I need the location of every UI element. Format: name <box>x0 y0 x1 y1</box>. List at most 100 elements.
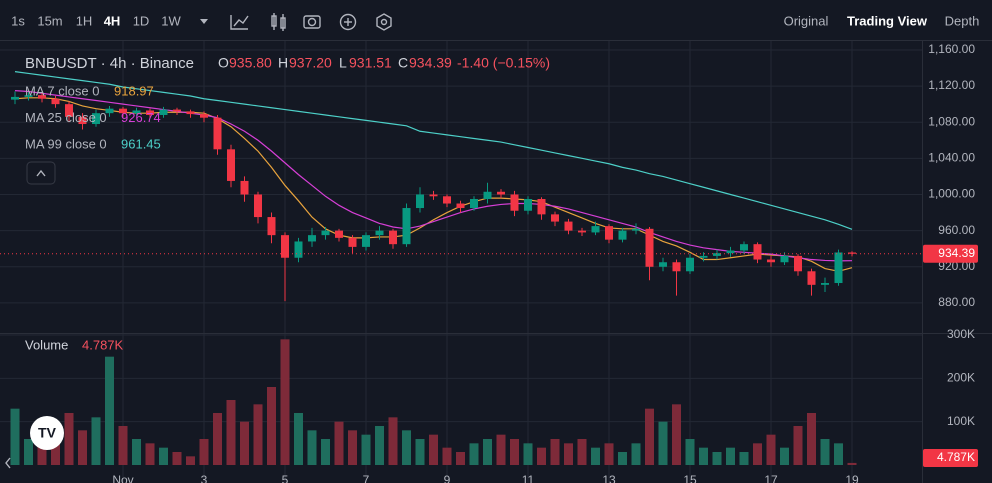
ohlc-key: O <box>218 55 229 71</box>
volume-bar <box>712 452 722 465</box>
candle-body <box>105 108 114 114</box>
volume-bar <box>429 434 438 465</box>
candle-body <box>672 262 681 272</box>
volume-bar <box>267 387 276 465</box>
candle-body <box>254 194 262 218</box>
volume-bar <box>483 439 492 465</box>
candle-body <box>537 199 546 215</box>
interval[interactable]: 1H <box>76 13 93 28</box>
volume-bar <box>739 452 749 465</box>
candle-body <box>281 235 289 258</box>
candle-body <box>591 226 600 233</box>
x-tick-label: 15 <box>683 473 697 483</box>
ohlc-key: H <box>278 55 288 71</box>
volume-bar <box>753 443 762 465</box>
interval-active[interactable]: 4H <box>104 13 121 28</box>
interval-dropdown[interactable] <box>200 19 208 24</box>
volume-bar <box>780 447 789 465</box>
volume-bar <box>132 439 141 465</box>
volume-last-label: 4.787K <box>937 450 975 464</box>
candle-type-icon[interactable] <box>271 13 286 31</box>
scroll-left[interactable] <box>5 457 11 469</box>
candle-body <box>618 230 627 240</box>
volume-bar <box>24 439 33 465</box>
volume-bar <box>766 434 776 465</box>
volume-bar <box>388 417 398 465</box>
ma-legend-name: MA 7 close 0 <box>25 83 99 98</box>
x-tick-label: 19 <box>845 473 859 483</box>
candle-body <box>605 226 613 240</box>
moving-average-line <box>14 89 853 262</box>
indicator-icon[interactable] <box>230 15 249 30</box>
candle-body <box>564 221 573 231</box>
candle-body <box>65 104 73 117</box>
view-tab[interactable]: Original <box>784 13 829 28</box>
candle-body <box>659 262 667 267</box>
ohlc-value: 935.80 <box>229 55 272 71</box>
candle-body <box>402 208 411 245</box>
candle-body <box>375 230 384 236</box>
candle-body <box>510 194 519 211</box>
candle-body <box>78 116 87 125</box>
collapse-button[interactable] <box>26 161 56 185</box>
candle-body <box>443 196 451 204</box>
candle-body <box>159 109 168 115</box>
ma-legend-value: 926.74 <box>121 110 161 125</box>
y-tick-label: 1,040.00 <box>928 151 975 165</box>
volume-bar <box>240 421 249 465</box>
candle-body <box>807 271 816 285</box>
ma-legend-value: 918.97 <box>114 83 154 98</box>
legend: BNBUSDT · 4h · Binance O 935.80 H 937.20… <box>25 55 550 353</box>
volume-bar <box>280 339 290 465</box>
interval[interactable]: 1W <box>161 13 181 28</box>
candle-body <box>497 191 505 195</box>
volume-title: Volume <box>25 337 68 352</box>
candle-body <box>753 244 762 260</box>
volume-value: 4.787K <box>82 337 124 352</box>
volume-bar <box>321 439 330 465</box>
interval[interactable]: 1D <box>133 13 150 28</box>
view-tab[interactable]: Depth <box>945 13 980 28</box>
view-tab-active[interactable]: Trading View <box>847 13 928 28</box>
candle-body <box>780 255 789 263</box>
volume-bar <box>685 439 695 465</box>
ohlc-key: L <box>339 55 347 71</box>
candle-body <box>483 191 492 200</box>
volume-bar <box>307 430 317 465</box>
candle-body <box>699 255 708 258</box>
volume-bar <box>64 413 74 465</box>
interval[interactable]: 1s <box>11 13 25 28</box>
candle-body <box>173 109 181 112</box>
volume-bar <box>469 443 479 465</box>
candle-body <box>308 235 316 242</box>
candle-body <box>456 203 465 209</box>
candle-body <box>321 230 330 236</box>
volume-bar <box>415 439 425 465</box>
add-icon[interactable] <box>339 13 357 31</box>
candle-body <box>186 111 195 115</box>
volume-bar <box>618 452 627 465</box>
candle-body <box>726 250 735 254</box>
candle-body <box>429 194 438 197</box>
tv-logo: TV <box>30 416 64 450</box>
screenshot-icon[interactable] <box>303 15 321 29</box>
volume-bar <box>375 426 384 465</box>
volume-bar <box>820 439 830 465</box>
volume-bar <box>645 408 654 465</box>
candle-body <box>348 237 357 247</box>
volume-bar <box>726 447 735 465</box>
volume-bar <box>672 404 681 465</box>
volume-bar <box>402 430 411 465</box>
y-tick-label: 300K <box>947 327 975 341</box>
volume-last-box <box>923 449 978 467</box>
candle-body <box>146 110 154 115</box>
candle-body <box>24 95 33 97</box>
candle-body <box>578 230 586 233</box>
candle-body <box>767 259 775 263</box>
settings-icon[interactable] <box>376 13 392 31</box>
y-tick-label: 100K <box>947 414 975 428</box>
interval[interactable]: 15m <box>37 13 62 28</box>
volume-bar <box>456 452 465 465</box>
